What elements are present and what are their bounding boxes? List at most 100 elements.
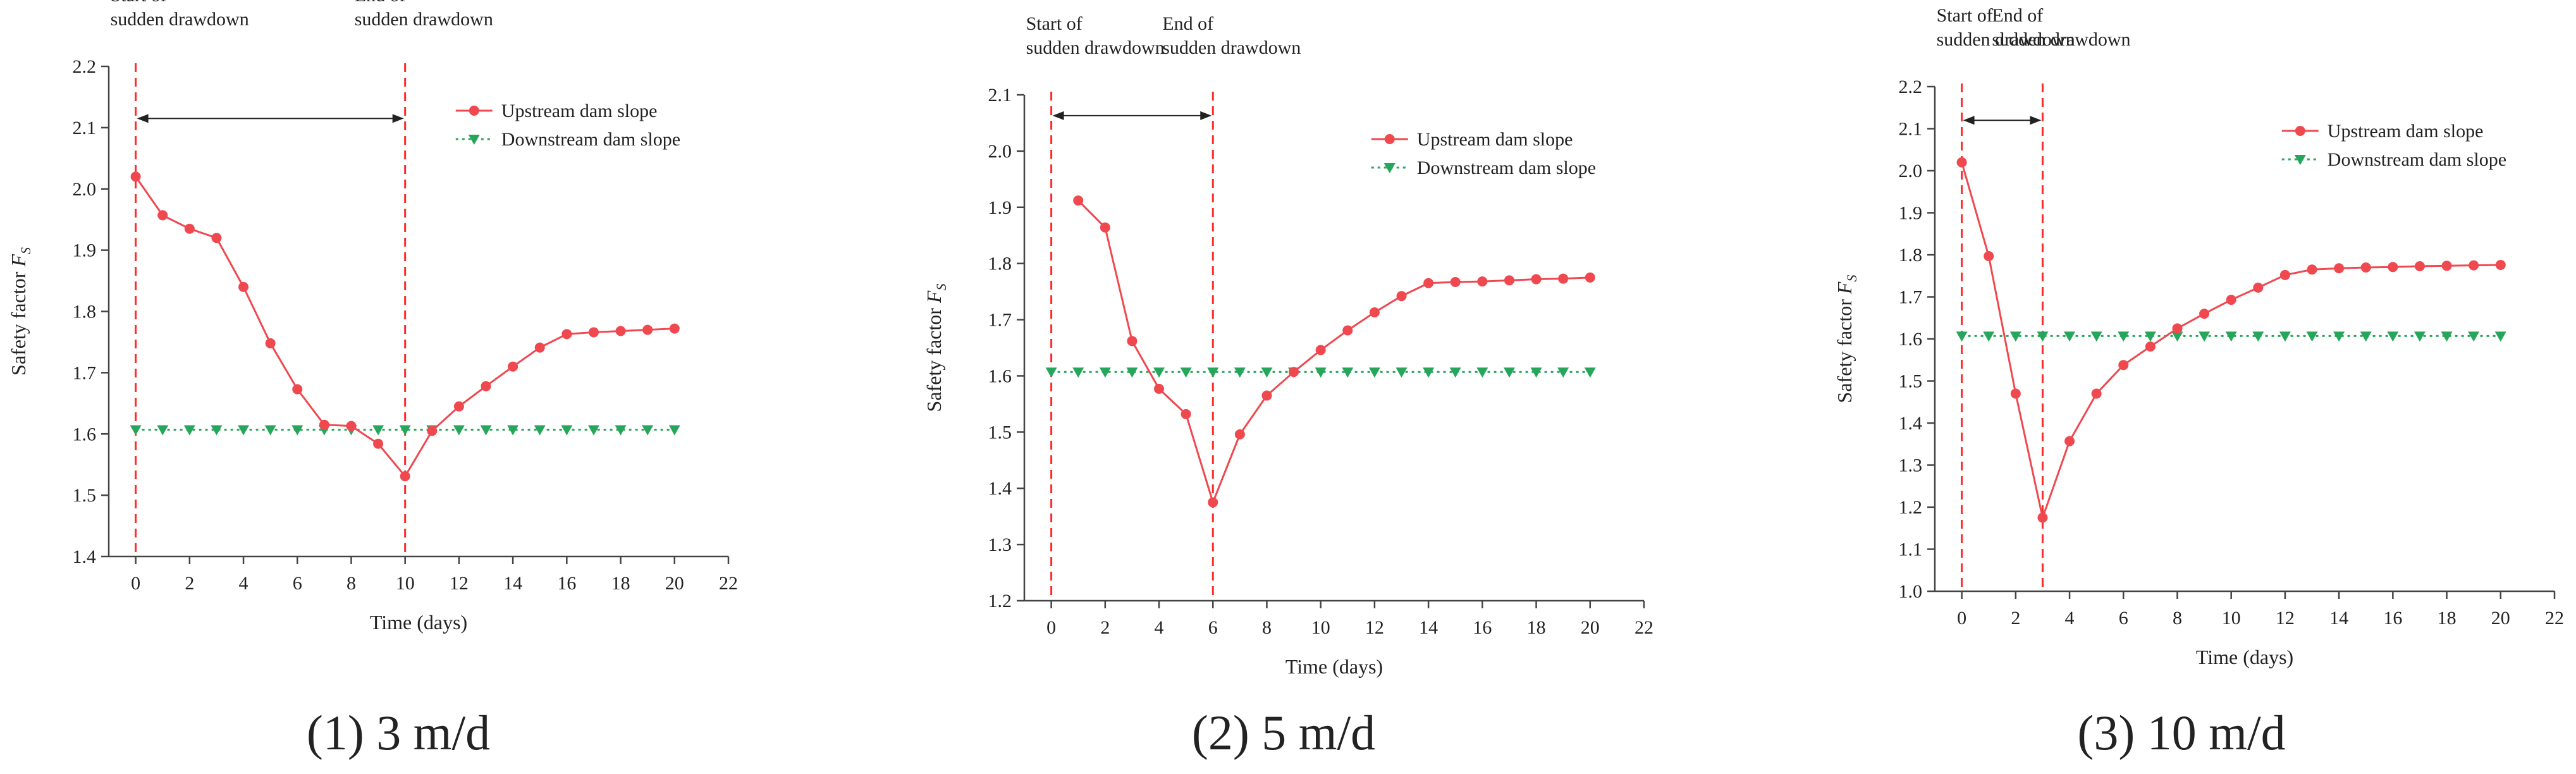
point-downstream [2252,331,2264,342]
point-upstream [1261,390,1272,401]
y-axis-label-text: Safety factor [7,267,30,376]
point-upstream [157,210,168,221]
caption-panel-2: (2) 5 m/d [1192,705,1375,760]
x-tick-label: 4 [2065,608,2075,629]
point-downstream [238,425,250,436]
duration-arrow-head-right [392,114,404,123]
x-tick-label: 16 [557,573,576,594]
y-tick-label: 1.5 [73,485,97,506]
point-upstream [2091,388,2102,399]
y-tick-label: 1.3 [988,534,1012,555]
y-tick-label: 1.6 [1899,329,1923,350]
y-tick-label: 1.8 [1899,245,1923,266]
x-tick-label: 2 [2011,608,2020,629]
point-downstream [1449,367,1461,378]
point-upstream [265,338,276,348]
y-axis-label-text: Safety factor [923,303,945,412]
y-axis-label-subscript: S [1844,275,1860,282]
x-tick-label: 20 [665,573,684,594]
point-upstream [2226,295,2236,305]
duration-arrow-head-left [137,114,149,123]
point-upstream [642,324,653,335]
point-upstream [2360,262,2371,273]
x-tick-label: 18 [1527,617,1546,638]
point-downstream [1584,367,1596,378]
y-tick-label: 1.6 [73,424,97,445]
point-downstream [1503,367,1515,378]
point-downstream [668,425,680,436]
point-upstream [2199,309,2210,319]
point-downstream [2468,331,2480,342]
point-upstream [1154,383,1165,394]
start-label-line2: sudden drawdown [111,9,249,30]
legend-marker-upstream [2295,126,2305,136]
point-downstream [2387,331,2399,342]
y-axis-label-symbol: F [923,290,945,304]
x-tick-label: 12 [450,573,469,594]
point-downstream [587,425,599,436]
x-tick-label: 8 [2173,608,2182,629]
point-downstream [2441,331,2453,342]
point-upstream [2307,264,2317,275]
x-tick-label: 16 [2383,608,2402,629]
point-downstream [2171,331,2183,342]
point-upstream [211,233,222,243]
y-tick-label: 2.2 [73,56,97,77]
point-downstream [2037,331,2049,342]
point-downstream [2360,331,2372,342]
x-axis-label: Time (days) [2196,646,2293,668]
point-upstream [1127,336,1138,347]
y-axis-label-text: Safety factor [1833,294,1856,403]
point-upstream [2118,360,2129,371]
x-tick-label: 10 [396,573,415,594]
y-tick-label: 2.1 [1899,119,1923,140]
y-tick-label: 1.5 [1899,371,1923,392]
x-tick-label: 12 [1365,617,1384,638]
x-tick-label: 14 [1419,617,1438,638]
y-tick-label: 2.1 [988,85,1012,106]
y-axis-label: Safety factor FS [7,247,34,376]
point-downstream [534,425,546,436]
point-downstream [2279,331,2291,342]
y-tick-label: 1.0 [1899,581,1923,602]
point-downstream [480,425,492,436]
point-upstream [588,327,599,338]
point-upstream [2388,262,2398,273]
x-tick-label: 4 [239,573,248,594]
duration-arrow-head-right [2030,116,2042,125]
point-downstream [2333,331,2345,342]
legend-marker-upstream [469,106,479,116]
point-downstream [211,425,223,436]
start-label-line2: sudden drawdown [1937,29,2075,50]
point-downstream [291,425,304,436]
y-axis-label: Safety factor FS [923,284,949,412]
x-tick-label: 22 [1635,617,1653,638]
point-downstream [2144,331,2156,342]
point-upstream [1100,222,1110,233]
x-tick-label: 4 [1155,617,1164,638]
point-downstream [1126,367,1138,378]
point-downstream [1153,367,1165,378]
point-upstream [481,381,491,391]
point-downstream [1180,367,1192,378]
y-tick-label: 1.2 [988,591,1012,611]
x-tick-label: 0 [131,573,140,594]
point-upstream [2334,263,2345,274]
x-tick-label: 18 [611,573,630,594]
point-upstream [2037,512,2048,523]
y-tick-label: 2.0 [1899,161,1923,181]
y-tick-label: 1.4 [1899,413,1923,434]
point-downstream [1983,331,1995,342]
y-tick-label: 2.1 [73,118,97,138]
point-downstream [1099,367,1111,378]
point-upstream [130,171,141,182]
point-upstream [1558,273,1569,284]
point-downstream [2118,331,2130,342]
point-upstream [319,419,329,430]
point-upstream [346,421,357,431]
point-downstream [1423,367,1435,378]
point-downstream [1368,367,1380,378]
y-tick-label: 1.4 [988,478,1012,499]
x-tick-label: 8 [347,573,356,594]
